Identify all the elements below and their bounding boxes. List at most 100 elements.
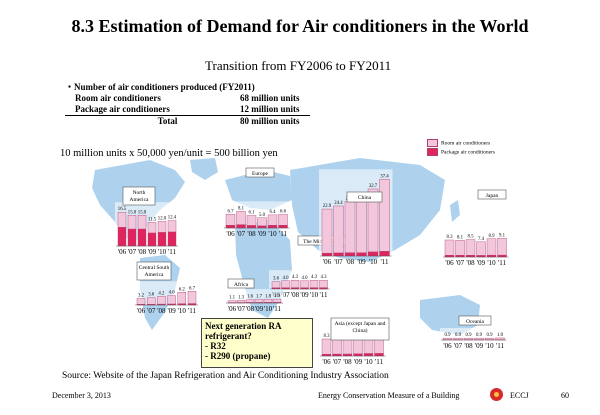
bar-room-oceania: [442, 337, 453, 340]
row-label: Package air conditioners: [75, 104, 170, 114]
data-label-central-south-america: 6.7: [189, 286, 196, 291]
bar-package-north-america: [137, 228, 147, 247]
year-tick-japan: '10: [487, 259, 496, 267]
year-tick-the-middle-east: '07: [281, 291, 290, 299]
data-label-north-america: 16.5: [118, 207, 127, 212]
data-label-oceania: 0.9: [455, 333, 462, 338]
year-tick-africa: '11: [273, 305, 282, 313]
year-tick-asia-except-japan-and-china: '10: [364, 358, 373, 366]
year-tick-the-middle-east: '10: [310, 291, 319, 299]
bar-room-europe: [278, 214, 288, 226]
year-tick-north-america: '09: [148, 248, 157, 256]
data-label-oceania: 0.9: [445, 333, 452, 338]
region-box-africa: [227, 278, 255, 289]
map-japan: [450, 200, 460, 222]
region-label-japan: Japan: [486, 193, 499, 199]
bar-room-africa: [236, 300, 246, 303]
footer-page-number: 60: [561, 391, 569, 400]
data-label-japan: 8.9: [489, 234, 496, 239]
production-table: ・Number of air conditioners produced (FY…: [65, 82, 310, 127]
data-label-oceania: 0.9: [487, 333, 494, 338]
data-label-europe: 6.7: [228, 209, 235, 214]
year-tick-asia-except-japan-and-china: '09: [354, 358, 363, 366]
bar-package-europe: [257, 225, 267, 229]
bar-room-japan: [486, 238, 497, 256]
year-tick-central-south-america: '09: [167, 307, 176, 315]
bar-room-japan: [455, 240, 465, 256]
row-value: 12 million units: [240, 104, 300, 114]
bar-package-asia-except-japan-and-china: [363, 353, 374, 357]
bar-room-central-south-america: [146, 297, 156, 305]
bar-room-central-south-america: [187, 291, 197, 304]
eccj-logo-inner: [494, 392, 499, 397]
year-tick-the-middle-east: '08: [291, 291, 300, 299]
data-label-china: 37.4: [380, 174, 389, 179]
data-label-africa: 1.3: [238, 295, 245, 300]
bar-room-oceania: [463, 337, 474, 340]
region-box-central-south-america: [136, 261, 172, 281]
bar-package-china: [344, 252, 356, 257]
row-value: 80 million units: [240, 116, 300, 126]
year-tick-central-south-america: '10: [178, 307, 187, 315]
year-tick-europe: '10: [268, 230, 277, 238]
data-label-africa: 1.8: [265, 294, 272, 299]
bar-room-africa: [272, 298, 282, 303]
bar-room-central-south-america: [177, 292, 187, 304]
data-label-japan: 8.3: [447, 235, 454, 240]
row-label: Total: [157, 116, 178, 126]
region-box-europe: [245, 167, 275, 178]
bar-room-china: [379, 179, 390, 252]
year-tick-europe: '08: [247, 230, 256, 238]
bar-room-the-middle-east: [281, 280, 290, 288]
year-tick-europe: '09: [258, 230, 267, 238]
bar-room-the-middle-east: [290, 279, 300, 288]
bar-room-europe: [267, 214, 278, 226]
map-greenland: [190, 158, 218, 180]
data-label-north-america: 12.4: [168, 216, 177, 221]
bar-package-north-america: [147, 232, 157, 247]
bar-room-japan: [444, 239, 455, 256]
legend-swatch-package: [427, 148, 438, 157]
year-tick-japan: '08: [466, 259, 475, 267]
data-label-japan: 8.5: [468, 235, 475, 240]
bar-package-north-america: [117, 227, 127, 247]
region-label-central-south-america: America: [145, 272, 164, 278]
calculation-text: 10 million units x 50,000 yen/unit = 500…: [60, 148, 278, 159]
region-label-africa: Africa: [234, 281, 249, 288]
bar-package-europe: [225, 225, 236, 229]
bar-package-china: [333, 252, 344, 257]
footer-title: Energy Conservation Measure of a Buildin…: [318, 391, 460, 400]
bar-package-north-america: [157, 232, 167, 247]
data-label-africa: 1.9: [274, 294, 281, 299]
year-tick-africa: '08: [246, 305, 255, 313]
data-label-the-middle-east: 4.0: [302, 276, 309, 281]
data-label-the-middle-east: 4.3: [311, 275, 318, 280]
bar-room-africa: [227, 300, 237, 303]
region-label-europe: Europe: [252, 171, 268, 177]
legend-label: Room air conditioners: [441, 140, 491, 147]
bar-package-north-america: [127, 228, 137, 247]
year-tick-china: '11: [380, 258, 389, 266]
year-tick-north-america: '06: [118, 248, 127, 256]
region-label-north-america: North: [133, 190, 146, 196]
row-value: 68 million units: [240, 93, 300, 103]
bar-room-north-america: [147, 222, 157, 234]
region-label-china: China: [358, 195, 372, 201]
data-label-oceania: 0.9: [476, 333, 483, 338]
year-tick-europe: '06: [226, 230, 235, 238]
bar-package-europe: [236, 224, 246, 229]
bar-room-japan: [497, 238, 507, 256]
year-tick-europe: '11: [279, 230, 288, 238]
bar-room-africa: [254, 299, 264, 303]
year-tick-oceania: '08: [464, 342, 473, 350]
table-row: Total 80 million units: [65, 116, 310, 127]
bar-room-china: [321, 208, 333, 254]
bar-package-china: [367, 251, 379, 257]
bar-room-europe: [257, 217, 267, 227]
data-label-japan: 8.1: [457, 235, 464, 240]
region-label-asia-except-japan-and-china: China): [353, 327, 368, 334]
year-tick-oceania: '11: [496, 342, 505, 350]
data-label-africa: 1.7: [256, 295, 263, 300]
chart-panel-oceania: [440, 327, 508, 340]
year-tick-africa: '07: [237, 305, 246, 313]
